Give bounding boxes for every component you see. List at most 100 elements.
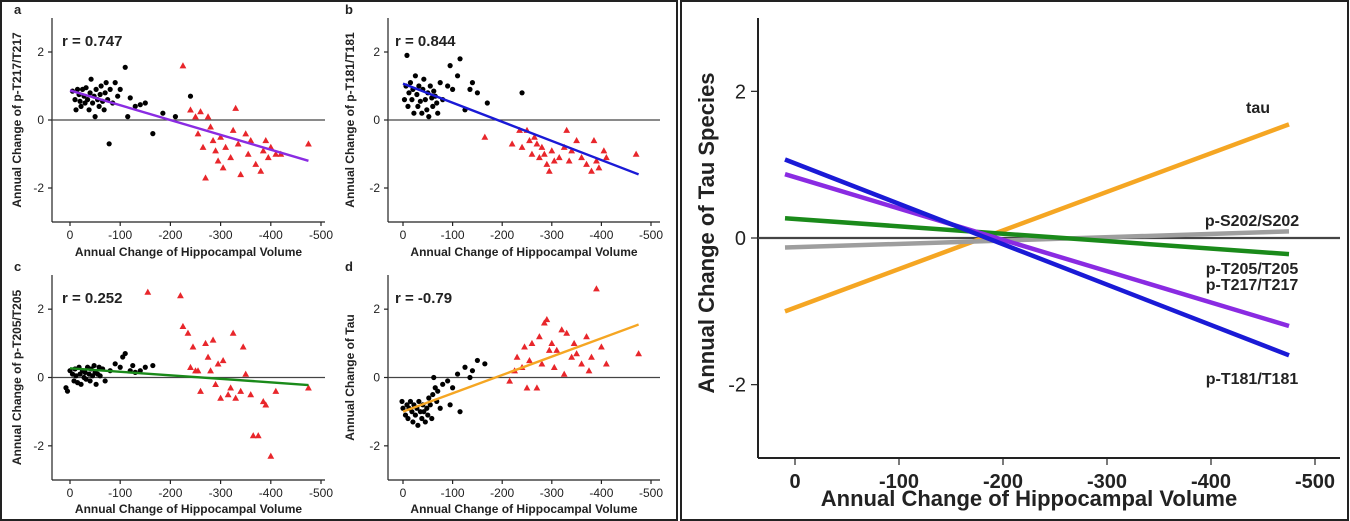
y-tick-label: -2 (369, 181, 380, 195)
data-point-circle (467, 86, 473, 92)
data-point-triangle (144, 288, 152, 295)
series-label: p-T205/T205 (1206, 261, 1299, 278)
data-point-circle (115, 93, 121, 99)
data-point-triangle (583, 333, 590, 340)
data-point-triangle (545, 167, 553, 174)
data-point-triangle (565, 157, 573, 164)
x-tick-label: -400 (589, 228, 613, 242)
y-tick-label: -2 (369, 439, 380, 453)
data-point-triangle (568, 353, 576, 360)
x-tick-label: -100 (879, 471, 919, 493)
data-point-circle (409, 97, 415, 103)
x-tick-label: 0 (789, 471, 800, 493)
data-point-triangle (632, 150, 640, 157)
data-point-circle (132, 103, 138, 109)
chart-c: 0 -100 -200 -300 -400 -500 -2 0 2 Annual Change o… (10, 259, 333, 516)
x-tick-label: -500 (1295, 471, 1335, 493)
data-point-triangle (264, 154, 272, 161)
data-point-triangle (526, 137, 533, 144)
data-point-circle (467, 374, 473, 381)
data-point-triangle (184, 329, 192, 336)
series-label: p-T181/T181 (1206, 371, 1299, 388)
data-point-triangle (179, 322, 187, 329)
y-axis-title: Annual Change of p-T217/T217 (10, 32, 24, 208)
left-panel-frame (0, 0, 678, 521)
data-point-circle (406, 90, 412, 96)
correlation-annotation: r = 0.747 (62, 33, 122, 50)
data-point-circle (172, 114, 179, 120)
data-point-circle (421, 409, 427, 415)
x-tick-label: -200 (158, 486, 182, 500)
y-axis-title: Annual Change of p-T205/T205 (10, 289, 24, 465)
data-point-triangle (518, 143, 526, 150)
data-point-circle (97, 373, 103, 379)
data-point-triangle (526, 357, 533, 364)
data-point-circle (454, 73, 461, 79)
data-point-triangle (194, 367, 202, 374)
data-point-triangle (217, 133, 224, 140)
data-point-circle (91, 362, 97, 369)
data-point-circle (73, 373, 79, 379)
data-point-circle (86, 107, 92, 113)
data-point-circle (422, 419, 428, 425)
data-point-circle (450, 86, 456, 92)
data-point-circle (440, 381, 446, 387)
y-tick-label: 2 (373, 302, 380, 316)
data-point-triangle (533, 140, 541, 147)
data-point-triangle (528, 339, 536, 347)
x-axis-title: Annual Change of Hippocampal Volume (75, 502, 302, 516)
data-point-triangle (540, 319, 548, 326)
data-point-circle (415, 422, 421, 428)
y-tick-label: -2 (33, 181, 44, 195)
x-tick-label: -400 (259, 228, 283, 242)
data-point-triangle (583, 160, 590, 167)
data-point-triangle (550, 157, 558, 164)
data-point-circle (125, 114, 131, 120)
data-point-triangle (585, 367, 593, 374)
series-line (784, 229, 1290, 250)
data-point-circle (426, 114, 432, 120)
data-point-triangle (531, 133, 538, 140)
x-tick-label: -500 (639, 486, 663, 500)
data-point-triangle (197, 108, 204, 115)
data-point-triangle (540, 150, 548, 157)
data-point-triangle (212, 147, 219, 154)
data-point-circle (426, 395, 432, 401)
x-tick-label: -400 (589, 486, 613, 500)
data-point-circle (414, 91, 420, 98)
data-point-circle (93, 381, 99, 387)
data-point-circle (482, 361, 488, 367)
data-point-triangle (538, 360, 546, 367)
data-point-circle (412, 412, 418, 418)
y-tick-label: 2 (37, 302, 44, 316)
data-point-circle (73, 107, 79, 113)
data-point-circle (405, 103, 411, 109)
x-tick-label: -200 (158, 228, 182, 242)
data-point-circle (150, 131, 156, 137)
y-tick-label: 0 (735, 228, 746, 250)
y-tick-label: 0 (373, 113, 380, 127)
right-panel-frame (680, 0, 1349, 521)
data-point-circle (427, 83, 433, 89)
y-tick-label: -2 (33, 439, 44, 453)
data-point-triangle (635, 350, 642, 357)
data-point-triangle (214, 157, 222, 164)
data-point-triangle (219, 164, 227, 171)
data-point-triangle (560, 370, 568, 377)
data-point-circle (445, 83, 451, 89)
data-point-triangle (593, 285, 600, 292)
x-tick-label: -500 (639, 228, 663, 242)
data-point-triangle (545, 346, 553, 353)
data-point-triangle (247, 391, 255, 398)
data-point-triangle (232, 104, 240, 111)
panel-letter: d (345, 259, 353, 274)
panel-letter: c (14, 259, 21, 274)
series-line (784, 172, 1290, 329)
data-point-circle (417, 98, 423, 104)
data-point-triangle (207, 367, 214, 374)
data-point-circle (469, 80, 476, 86)
data-point-circle (416, 83, 422, 89)
data-point-triangle (536, 154, 543, 161)
data-point-triangle (204, 113, 212, 120)
